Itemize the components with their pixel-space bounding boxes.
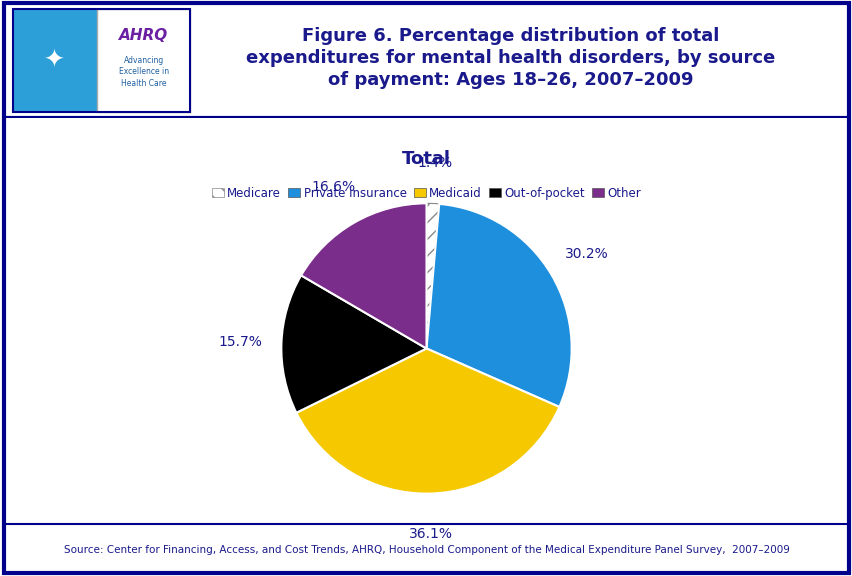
Text: Source: Center for Financing, Access, and Cost Trends, AHRQ, Household Component: Source: Center for Financing, Access, an… bbox=[64, 545, 788, 555]
Bar bbox=[13, 9, 97, 112]
Text: Advancing
Excellence in
Health Care: Advancing Excellence in Health Care bbox=[118, 56, 169, 88]
Bar bbox=[13, 9, 190, 112]
Text: 15.7%: 15.7% bbox=[219, 335, 262, 349]
Wedge shape bbox=[296, 348, 559, 494]
Text: 30.2%: 30.2% bbox=[564, 247, 607, 261]
Wedge shape bbox=[426, 203, 439, 348]
Text: AHRQ: AHRQ bbox=[118, 28, 168, 43]
Text: 16.6%: 16.6% bbox=[312, 180, 355, 194]
Text: ✦: ✦ bbox=[44, 48, 66, 73]
Text: Total: Total bbox=[401, 150, 451, 168]
Bar bbox=[97, 9, 190, 112]
Legend: Medicare, Private insurance, Medicaid, Out-of-pocket, Other: Medicare, Private insurance, Medicaid, O… bbox=[207, 182, 645, 204]
Text: Figure 6. Percentage distribution of total
expenditures for mental health disord: Figure 6. Percentage distribution of tot… bbox=[246, 27, 774, 89]
Wedge shape bbox=[281, 275, 426, 413]
Text: 36.1%: 36.1% bbox=[408, 527, 452, 541]
Wedge shape bbox=[301, 203, 426, 348]
Text: 1.4%: 1.4% bbox=[417, 156, 452, 170]
Wedge shape bbox=[426, 204, 571, 407]
